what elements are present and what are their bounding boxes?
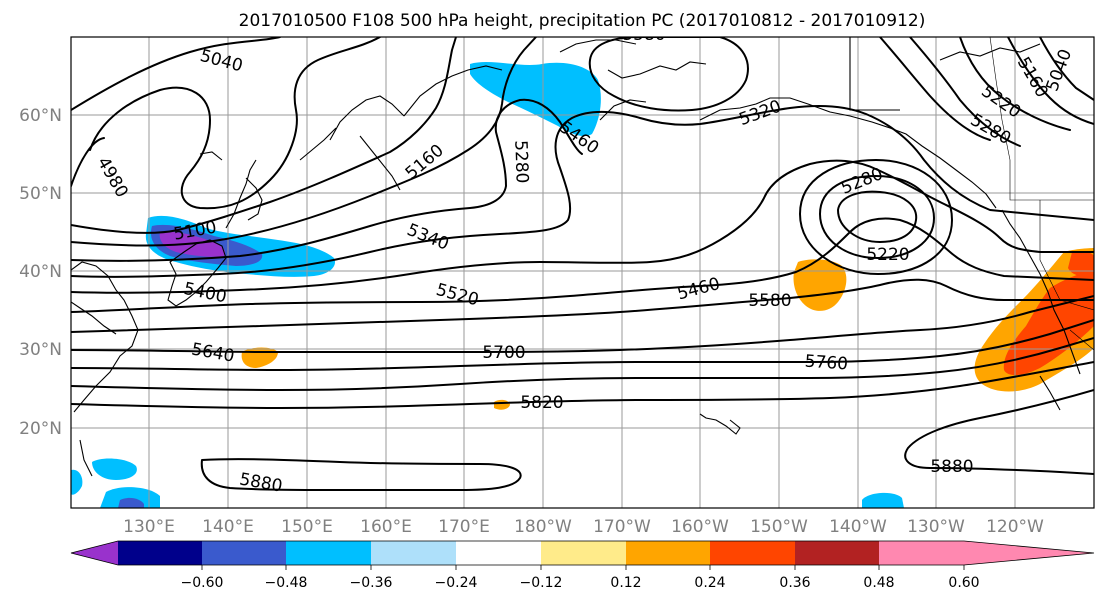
precip-negative-region: [862, 492, 904, 508]
colorbar-segment: [626, 541, 710, 565]
contour-label: 5580: [748, 291, 791, 311]
colorbar-tick-label: −0.60: [181, 575, 224, 591]
lon-label: 160°E: [360, 517, 412, 537]
colorbar-segment: [456, 541, 541, 565]
colorbar-tick-label: 0.36: [779, 575, 810, 591]
contour-label: 5820: [520, 393, 563, 413]
contour-label: 5700: [482, 343, 525, 363]
lon-label: 150°E: [281, 517, 333, 537]
precip-negative-region: [71, 469, 83, 495]
lat-label: 20°N: [19, 419, 62, 439]
lon-label: 130°E: [123, 517, 175, 537]
lon-label: 140°W: [829, 517, 887, 537]
lat-label: 50°N: [19, 184, 62, 204]
lon-label: 140°E: [202, 517, 254, 537]
longitude-labels: 130°E 140°E 150°E 160°E 170°E 180°W 170°…: [123, 517, 1044, 537]
lat-label: 40°N: [19, 262, 62, 282]
colorbar-ticks: [201, 565, 965, 570]
precip-negative-region: [470, 62, 601, 137]
contour-label: 5280: [510, 140, 531, 184]
colorbar-tick-label: −0.48: [265, 575, 308, 591]
map-panel: 5040 5100 5160 5280 5340 5400 5460 5520 …: [19, 25, 1095, 537]
height-contours: [71, 37, 1094, 491]
colorbar-arrow-low: [71, 541, 118, 565]
precip-negative-region: [92, 458, 137, 480]
precip-negative-region: [100, 487, 160, 508]
lon-label: 180°W: [514, 517, 572, 537]
colorbar-segment: [541, 541, 626, 565]
colorbar-segment: [286, 541, 371, 565]
latitude-labels: 60°N 50°N 40°N 30°N 20°N: [19, 106, 62, 439]
colorbar-tick-label: 0.24: [694, 575, 725, 591]
colorbar-tick-label: 0.12: [610, 575, 641, 591]
colorbar-arrow-high: [964, 541, 1094, 565]
colorbar-segment: [371, 541, 456, 565]
lon-label: 170°W: [593, 517, 651, 537]
colorbar-outline: [70, 540, 1095, 566]
contour-label: 5880: [930, 457, 973, 477]
map-title: 2017010500 F108 500 hPa height, precipit…: [239, 11, 926, 31]
lon-label: 120°W: [986, 517, 1044, 537]
precip-positive-region: [1068, 251, 1094, 277]
lon-label: 130°W: [907, 517, 965, 537]
contour-label: 5760: [804, 352, 849, 375]
colorbar-segment: [118, 541, 202, 565]
colorbar-tick-label: 0.48: [863, 575, 894, 591]
colorbar: −0.60 −0.48 −0.36 −0.24 −0.12 0.12 0.24 …: [70, 540, 1095, 591]
colorbar-tick-label: 0.60: [948, 575, 979, 591]
lat-label: 30°N: [19, 340, 62, 360]
lon-label: 150°W: [750, 517, 808, 537]
colorbar-segment: [710, 541, 795, 565]
colorbar-segment: [795, 541, 879, 565]
colorbar-tick-labels: −0.60 −0.48 −0.36 −0.24 −0.12 0.12 0.24 …: [181, 575, 980, 591]
precip-negative-region: [118, 497, 144, 508]
contour-label: 5580: [622, 25, 665, 45]
colorbar-tick-label: −0.36: [350, 575, 393, 591]
colorbar-segment: [879, 541, 964, 565]
map-frame: [70, 36, 1095, 509]
colorbar-segment: [202, 541, 286, 565]
colorbar-tick-label: −0.12: [520, 575, 563, 591]
lon-label: 160°W: [671, 517, 729, 537]
lat-label: 60°N: [19, 106, 62, 126]
contour-label: 5220: [866, 245, 909, 265]
lon-label: 170°E: [438, 517, 490, 537]
colorbar-tick-label: −0.24: [435, 575, 478, 591]
precip-positive-region: [793, 259, 847, 311]
